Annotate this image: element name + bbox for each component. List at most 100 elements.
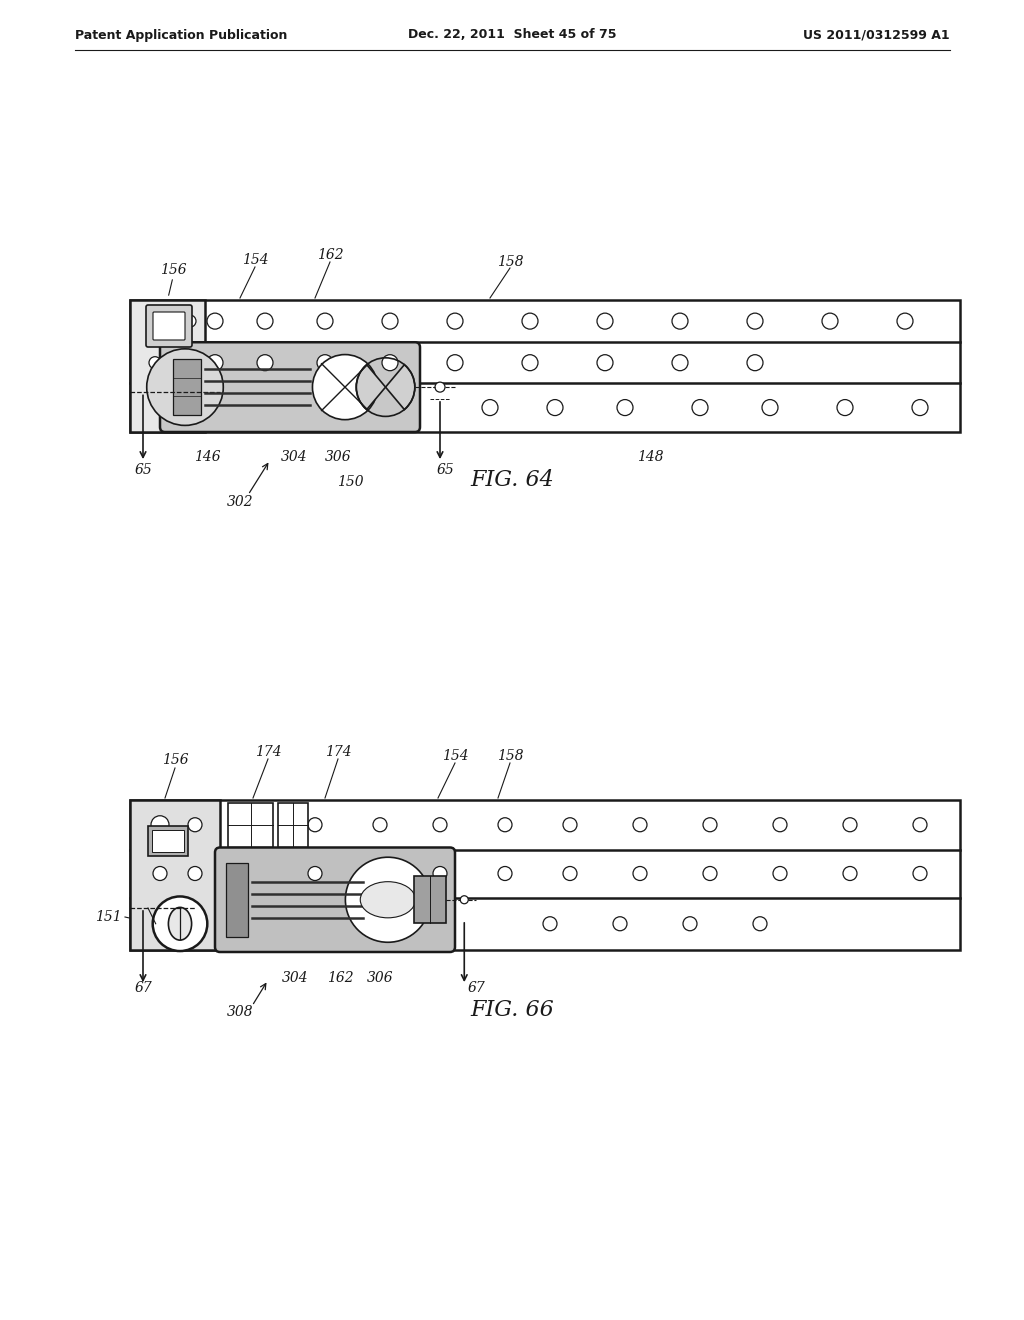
Circle shape — [482, 400, 498, 416]
Circle shape — [317, 313, 333, 329]
Circle shape — [746, 313, 763, 329]
Circle shape — [382, 313, 398, 329]
Circle shape — [308, 818, 322, 832]
Circle shape — [153, 896, 207, 950]
Circle shape — [843, 818, 857, 832]
Bar — [278, 803, 308, 846]
Circle shape — [498, 818, 512, 832]
Ellipse shape — [360, 882, 416, 917]
Text: 162: 162 — [316, 248, 343, 261]
FancyBboxPatch shape — [146, 305, 193, 347]
Bar — [228, 803, 273, 846]
Bar — [130, 800, 961, 950]
Text: 148: 148 — [637, 450, 664, 465]
Text: 158: 158 — [497, 748, 523, 763]
Text: 174: 174 — [255, 744, 282, 759]
Bar — [415, 876, 446, 923]
Text: FIG. 66: FIG. 66 — [470, 999, 554, 1020]
Bar — [130, 300, 961, 432]
Circle shape — [912, 400, 928, 416]
Text: 174: 174 — [325, 744, 351, 759]
Text: 67: 67 — [134, 981, 152, 995]
Circle shape — [317, 355, 333, 371]
Circle shape — [913, 818, 927, 832]
FancyBboxPatch shape — [160, 342, 420, 432]
Circle shape — [460, 896, 468, 904]
Text: 151: 151 — [95, 909, 122, 924]
Text: 146: 146 — [194, 450, 220, 465]
Circle shape — [153, 866, 167, 880]
Circle shape — [703, 818, 717, 832]
Text: 308: 308 — [226, 1005, 253, 1019]
Text: 162: 162 — [327, 972, 353, 985]
Text: US 2011/0312599 A1: US 2011/0312599 A1 — [804, 29, 950, 41]
Circle shape — [837, 400, 853, 416]
Bar — [226, 862, 248, 937]
Text: 154: 154 — [242, 253, 268, 267]
Circle shape — [435, 381, 445, 392]
Circle shape — [184, 356, 196, 368]
Wedge shape — [386, 364, 415, 409]
Text: 156: 156 — [160, 263, 186, 277]
Circle shape — [188, 818, 202, 832]
Text: Patent Application Publication: Patent Application Publication — [75, 29, 288, 41]
Circle shape — [308, 866, 322, 880]
Circle shape — [257, 355, 273, 371]
Circle shape — [447, 313, 463, 329]
Bar — [152, 829, 184, 851]
Bar — [130, 800, 220, 950]
Circle shape — [498, 866, 512, 880]
Circle shape — [617, 400, 633, 416]
Circle shape — [184, 315, 196, 327]
Circle shape — [447, 355, 463, 371]
Circle shape — [613, 917, 627, 931]
Circle shape — [543, 917, 557, 931]
Circle shape — [547, 400, 563, 416]
Text: Dec. 22, 2011  Sheet 45 of 75: Dec. 22, 2011 Sheet 45 of 75 — [408, 29, 616, 41]
Circle shape — [522, 313, 538, 329]
Text: 154: 154 — [441, 748, 468, 763]
Circle shape — [822, 313, 838, 329]
Circle shape — [633, 866, 647, 880]
Ellipse shape — [168, 907, 191, 940]
Bar — [173, 359, 201, 414]
Circle shape — [913, 866, 927, 880]
Circle shape — [773, 818, 787, 832]
Circle shape — [692, 400, 708, 416]
Bar — [148, 825, 188, 855]
Circle shape — [373, 866, 387, 880]
Circle shape — [257, 313, 273, 329]
Circle shape — [597, 313, 613, 329]
Text: 302: 302 — [226, 495, 253, 510]
Text: 65: 65 — [134, 463, 152, 477]
Circle shape — [382, 355, 398, 371]
Text: FIG. 64: FIG. 64 — [470, 469, 554, 491]
Circle shape — [150, 356, 161, 368]
Circle shape — [433, 818, 447, 832]
Text: 306: 306 — [325, 450, 351, 465]
Text: 306: 306 — [367, 972, 393, 985]
Circle shape — [151, 816, 169, 834]
Circle shape — [150, 315, 161, 327]
Circle shape — [843, 866, 857, 880]
Circle shape — [597, 355, 613, 371]
Text: 304: 304 — [282, 972, 308, 985]
Circle shape — [373, 818, 387, 832]
Circle shape — [563, 818, 577, 832]
FancyBboxPatch shape — [215, 847, 455, 952]
Circle shape — [746, 355, 763, 371]
Circle shape — [897, 313, 913, 329]
Circle shape — [703, 866, 717, 880]
Circle shape — [762, 400, 778, 416]
Circle shape — [563, 866, 577, 880]
Circle shape — [672, 313, 688, 329]
Circle shape — [207, 355, 223, 371]
Bar — [130, 300, 205, 432]
Text: 65: 65 — [436, 463, 454, 477]
Circle shape — [773, 866, 787, 880]
Circle shape — [312, 355, 378, 420]
Circle shape — [683, 917, 697, 931]
Text: 304: 304 — [281, 450, 307, 465]
Circle shape — [753, 917, 767, 931]
Text: 158: 158 — [497, 255, 523, 269]
